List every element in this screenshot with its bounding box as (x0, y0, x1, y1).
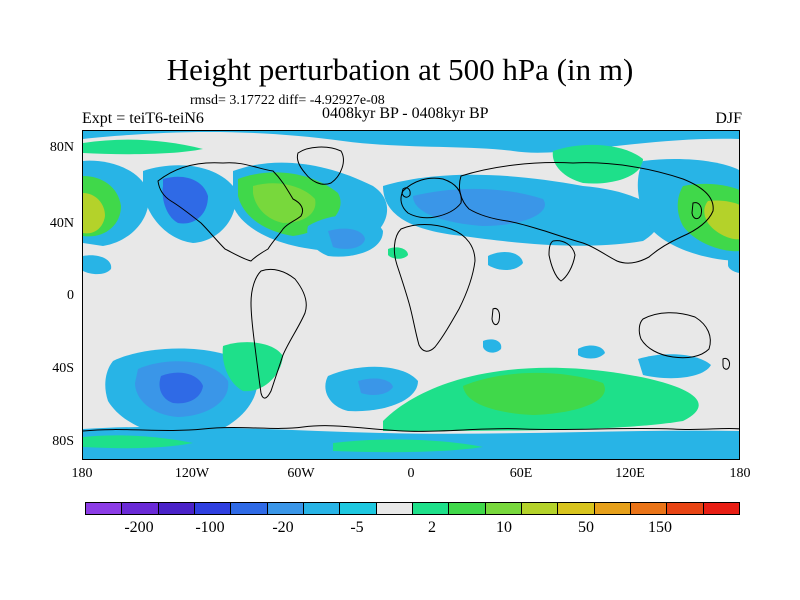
contour-arctic-green (83, 139, 203, 155)
colorbar-segment-12 (521, 503, 559, 514)
rmsd-line: rmsd= 3.17722 diff= -4.92927e-08 (190, 93, 385, 108)
contour-so-cyan-2 (578, 345, 605, 359)
contour-antarctic-green-2 (333, 439, 483, 453)
coast-europe (400, 177, 462, 219)
colorbar-segment-10 (449, 503, 486, 514)
y-tick-40s: 40S (52, 361, 74, 376)
colorbar-segment-13 (558, 503, 595, 514)
coast-madagascar (491, 308, 500, 326)
contour-so-green-inner (463, 372, 605, 415)
colorbar-segment-15 (630, 503, 668, 514)
contour-trop-cyan-1 (83, 255, 112, 275)
colorbar-label: -5 (350, 519, 364, 536)
colorbar (85, 502, 740, 515)
colorbar-segment-9 (412, 503, 450, 514)
coast-india (548, 240, 576, 282)
colorbar-segment-8 (376, 503, 413, 514)
colorbar-segment-1 (122, 503, 159, 514)
colorbar-segment-4 (231, 503, 268, 514)
contour-so-cyan-1 (483, 339, 502, 353)
contour-sa-green (222, 342, 283, 392)
colorbar-label: 50 (578, 519, 594, 536)
contour-sp-deepblue (159, 372, 203, 404)
y-tick-80s: 80S (52, 434, 74, 449)
colorbar-segment-3 (194, 503, 232, 514)
coast-antarctica (83, 425, 739, 432)
colorbar-label: 2 (428, 519, 436, 536)
x-tick-180e: 180 (729, 466, 751, 481)
colorbar-label: 150 (648, 519, 672, 536)
coastlines (83, 146, 739, 432)
x-tick-120e: 120E (615, 466, 645, 481)
coast-japan (691, 202, 702, 220)
y-tick-0: 0 (67, 288, 74, 303)
x-tick-180w: 180 (71, 466, 93, 481)
colorbar-segment-11 (485, 503, 522, 514)
contour-trop-cyan-3 (728, 258, 739, 273)
x-tick-120w: 120W (174, 466, 210, 481)
contour-eurasia-blue (413, 188, 545, 226)
colorbar-segment-17 (703, 503, 739, 514)
coast-uk (401, 187, 411, 198)
contour-na-blue (162, 176, 208, 224)
colorbar-segment-0 (86, 503, 123, 514)
contour-so-cyan-3 (638, 354, 711, 379)
y-tick-80n: 80N (49, 140, 74, 155)
contour-satl-blue (358, 378, 393, 395)
colorbar-segment-7 (340, 503, 377, 514)
period-label: 0408kyr BP - 0408kyr BP (322, 105, 489, 122)
colorbar-segment-14 (594, 503, 631, 514)
coast-new-zealand (722, 358, 730, 370)
contour-natl-yellowgreen (253, 183, 316, 223)
coast-south-america (250, 268, 307, 399)
contour-atl-low-blue (328, 228, 365, 249)
chart-title: Height perturbation at 500 hPa (in m) (166, 52, 634, 87)
colorbar-segment-2 (158, 503, 195, 514)
contour-trop-green-1 (388, 247, 408, 259)
contour-west-yellowgreen (83, 193, 105, 234)
x-tick-60e: 60E (509, 466, 533, 481)
coast-africa (393, 224, 476, 352)
colorbar-segment-6 (303, 503, 341, 514)
coast-greenland (296, 146, 344, 185)
map-panel (82, 130, 740, 460)
season-label: DJF (715, 110, 742, 127)
contour-fills (83, 131, 739, 459)
colorbar-segment-16 (667, 503, 704, 514)
contour-siberia-green (552, 144, 643, 184)
contour-trop-cyan-2 (488, 251, 523, 270)
map-svg (83, 131, 739, 459)
y-tick-40n: 40N (49, 216, 74, 231)
expt-label: Expt = teiT6-teiN6 (82, 110, 204, 127)
colorbar-label: -100 (195, 519, 225, 536)
x-tick-60w: 60W (287, 466, 315, 481)
x-tick-0: 0 (407, 466, 415, 481)
colorbar-segment-5 (267, 503, 304, 514)
colorbar-label: -200 (124, 519, 154, 536)
coast-australia (638, 312, 711, 359)
colorbar-label: 10 (496, 519, 512, 536)
colorbar-label: -20 (272, 519, 294, 536)
coast-north-america (157, 162, 304, 262)
coast-asia (458, 162, 714, 264)
contour-antarctic-green (83, 435, 193, 449)
